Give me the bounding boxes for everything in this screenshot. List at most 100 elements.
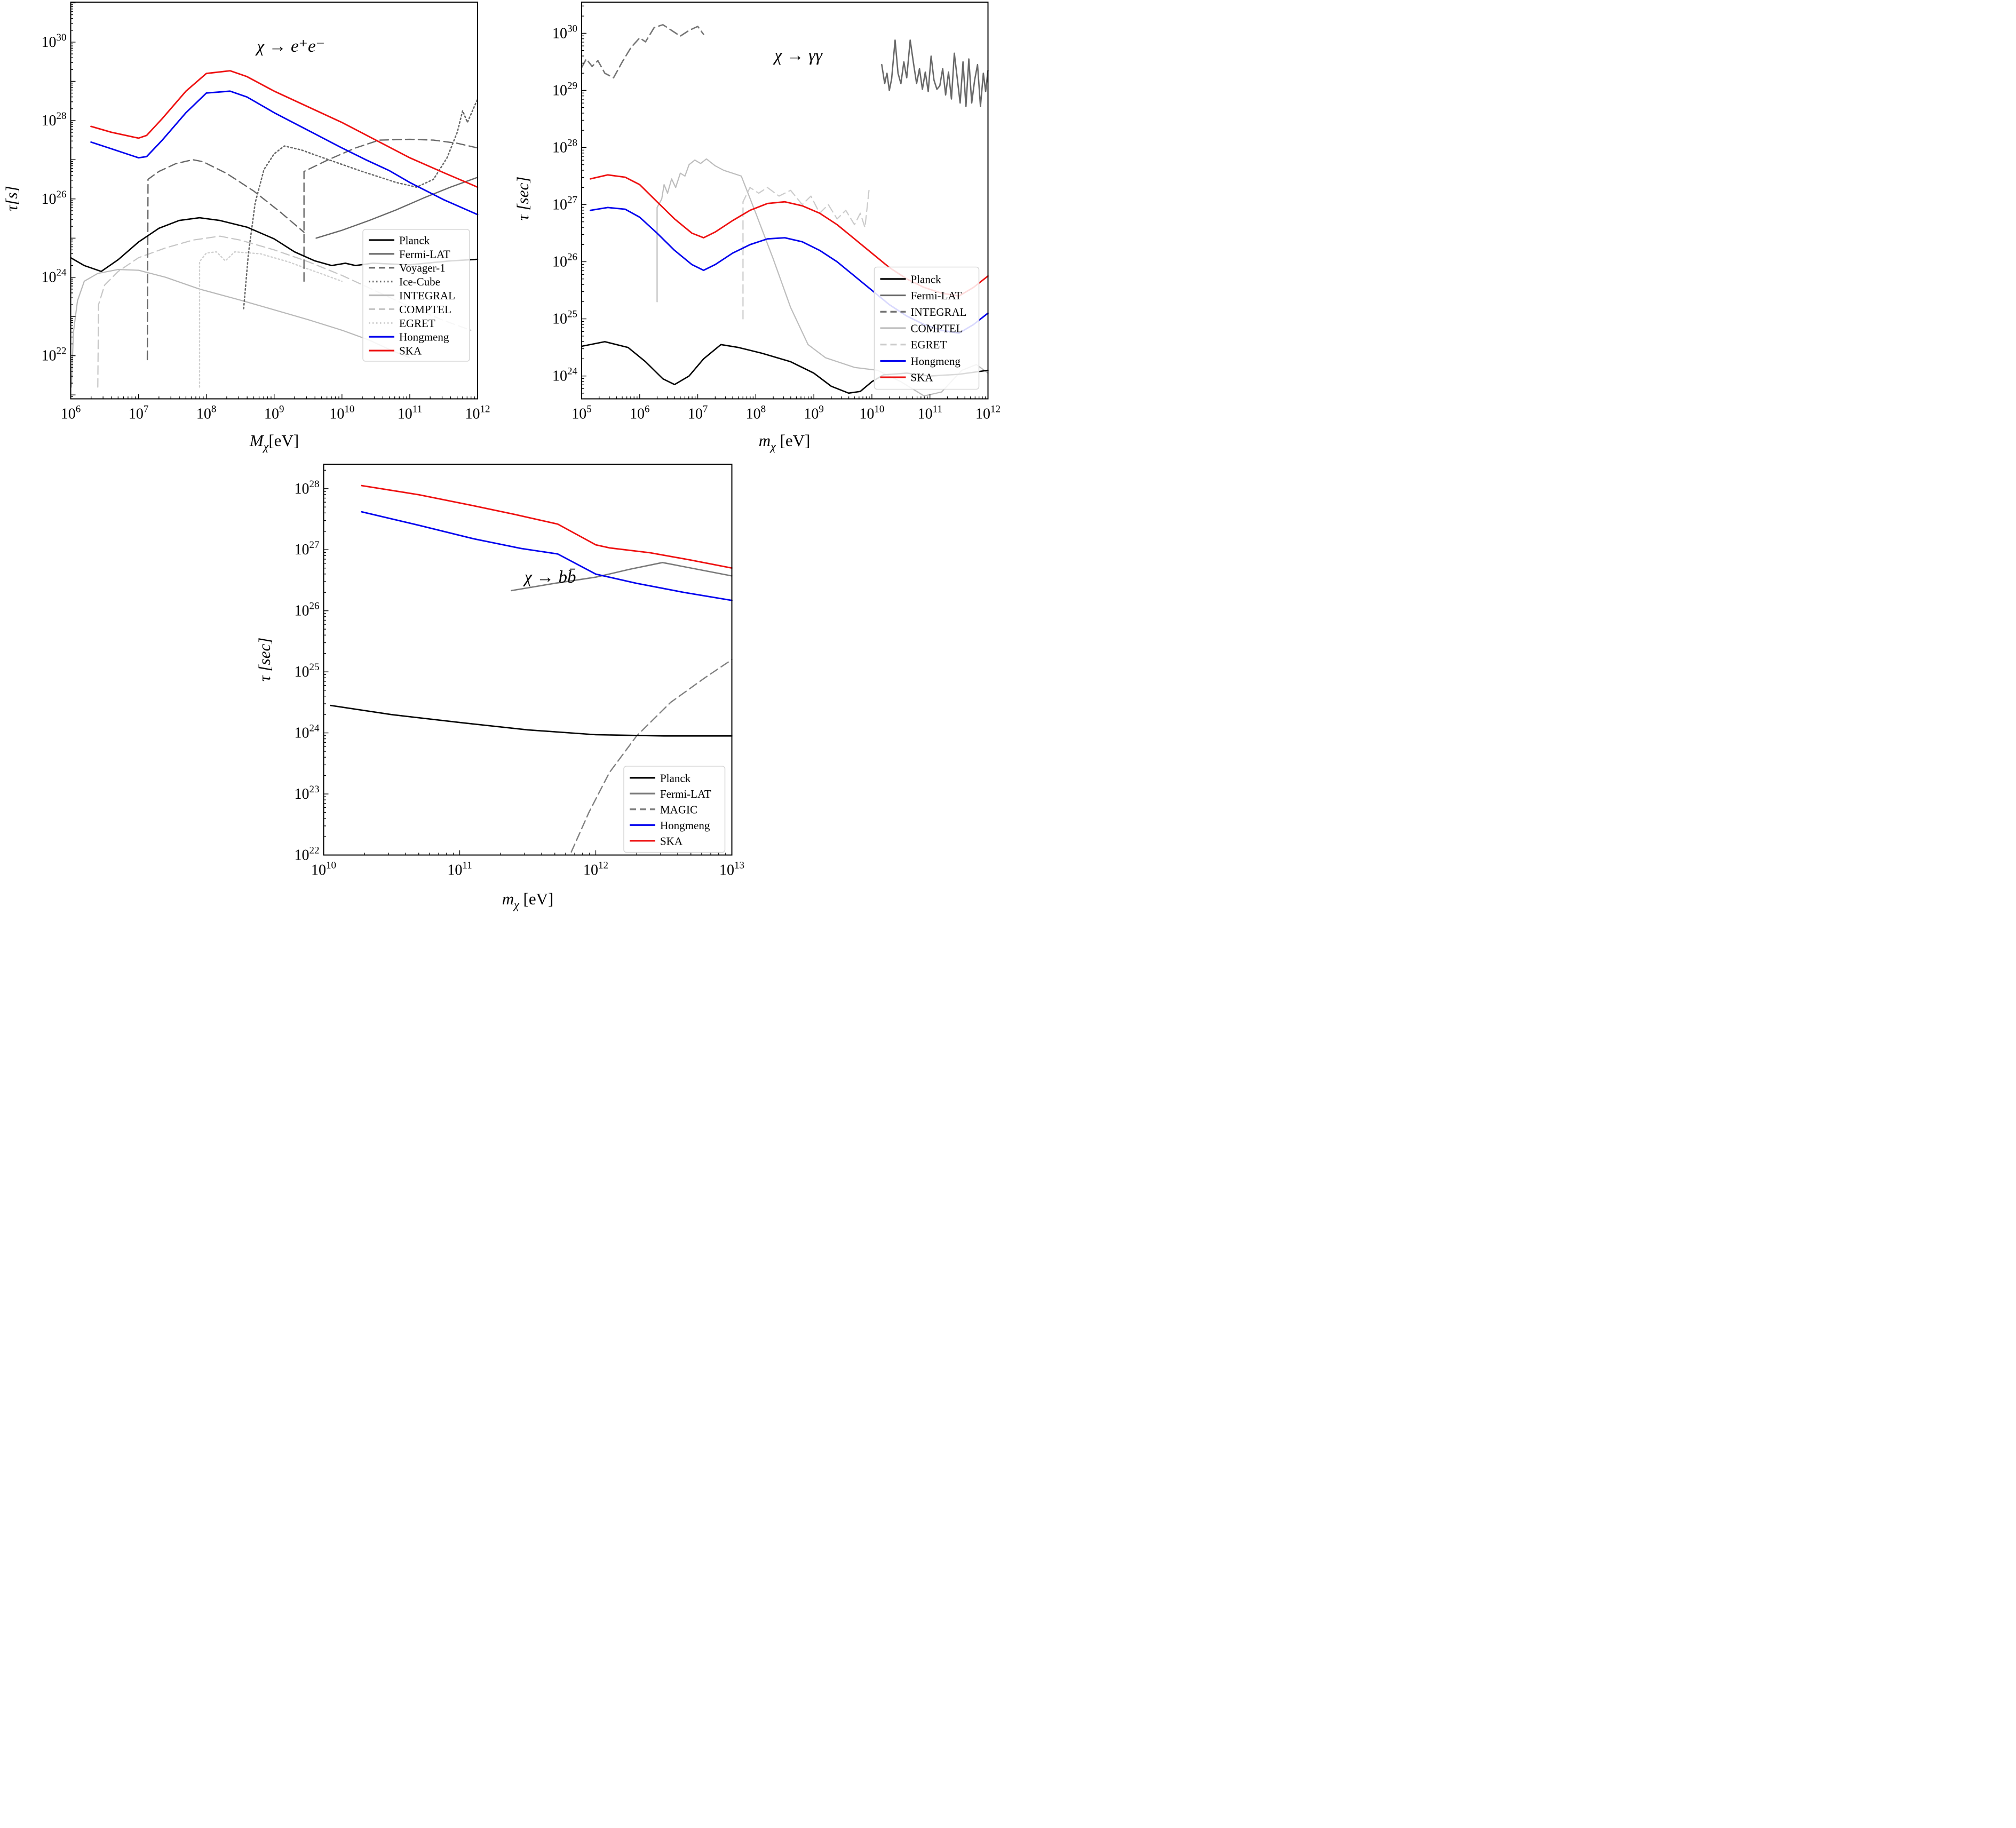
y-tick-exponent: 27 xyxy=(567,195,577,206)
legend-item: EGRET xyxy=(880,338,947,351)
chart-panel-2: 1010 1011 1012 1013102210231024102510261027… xyxy=(255,464,744,911)
y-tick-exponent: 23 xyxy=(309,784,320,795)
y-tick-exponent: 24 xyxy=(567,366,578,377)
x-tick-exponent: 6 xyxy=(645,404,650,415)
y-tick-exponent: 26 xyxy=(567,252,577,263)
legend-item: COMPTEL xyxy=(369,303,451,316)
x-tick-label: 106 xyxy=(630,404,650,423)
x-axis-label-main: M xyxy=(249,431,265,450)
legend-label: SKA xyxy=(911,371,934,384)
y-tick-label: 1024 xyxy=(295,723,320,742)
plot-title: χ → γγ xyxy=(773,46,823,65)
x-tick-label: 1012 xyxy=(583,860,608,879)
y-tick-label: 1026 xyxy=(42,189,67,208)
legend-item: Planck xyxy=(369,234,430,247)
series-egret-line xyxy=(742,187,870,320)
series-hongmeng-line xyxy=(90,90,479,216)
x-tick-exponent: 13 xyxy=(734,860,744,871)
y-tick-exponent: 25 xyxy=(567,309,577,320)
legend-label: Ice-Cube xyxy=(399,275,440,288)
plot-frame xyxy=(323,464,733,856)
y-tick-exponent: 26 xyxy=(57,189,67,200)
legend-label: Planck xyxy=(911,273,942,285)
x-tick-label: 108 xyxy=(196,404,217,423)
y-tick-label: 1028 xyxy=(295,479,320,497)
x-tick-exponent: 10 xyxy=(874,404,884,415)
plot-title: χ → bb̄ xyxy=(522,568,576,587)
y-tick-exponent: 28 xyxy=(309,479,320,490)
legend-item: Ice-Cube xyxy=(369,275,440,288)
y-axis-label: τ [sec] xyxy=(513,177,532,221)
legend: PlanckFermi-LATVoyager-1Ice-CubeINTEGRAL… xyxy=(362,229,470,362)
legend-item: EGRET xyxy=(369,317,435,330)
x-axis-label-main: m xyxy=(502,889,514,908)
x-tick-label: 106 xyxy=(61,404,81,423)
y-tick-exponent: 25 xyxy=(309,662,320,673)
y-tick-label: 1026 xyxy=(295,601,320,619)
legend-item: Hongmeng xyxy=(880,355,961,368)
legend-box xyxy=(874,266,980,390)
y-tick-exponent: 29 xyxy=(567,80,577,91)
x-axis-label-unit: [eV] xyxy=(776,431,811,450)
x-tick-exponent: 11 xyxy=(412,404,422,415)
series-ska-line xyxy=(361,484,733,569)
y-tick-label: 1030 xyxy=(552,23,577,42)
y-tick-label: 1029 xyxy=(552,80,577,99)
legend-label: SKA xyxy=(660,834,683,847)
legend-item: INTEGRAL xyxy=(880,306,967,319)
y-tick-label: 1027 xyxy=(295,539,320,558)
legend-label: EGRET xyxy=(399,317,435,330)
series-voyager-1-line xyxy=(146,159,305,361)
y-axis-label: τ[s] xyxy=(2,186,21,211)
y-tick-label: 1028 xyxy=(552,137,577,156)
x-tick-label: 105 xyxy=(572,404,592,423)
y-tick-label: 1023 xyxy=(295,784,320,802)
x-tick-exponent: 12 xyxy=(598,860,608,871)
x-tick-exponent: 7 xyxy=(703,404,708,415)
x-tick-exponent: 11 xyxy=(933,404,942,415)
y-tick-label: 1024 xyxy=(42,267,67,286)
legend-label: COMPTEL xyxy=(911,322,963,335)
x-tick-exponent: 12 xyxy=(480,404,490,415)
plot-title: χ → e⁺e⁻ xyxy=(255,37,325,56)
legend-item: Planck xyxy=(630,772,691,784)
x-tick-exponent: 10 xyxy=(326,860,336,871)
y-tick-label: 1022 xyxy=(295,845,320,864)
x-axis-label-unit: [eV] xyxy=(268,431,299,450)
legend-label: Hongmeng xyxy=(399,331,449,344)
x-tick-label: 109 xyxy=(804,404,824,423)
y-tick-label: 1026 xyxy=(552,252,577,271)
series-ska-line xyxy=(90,70,479,188)
x-tick-label: 1012 xyxy=(465,404,490,423)
x-tick-exponent: 12 xyxy=(990,404,1001,415)
legend-label: COMPTEL xyxy=(399,303,451,316)
x-tick-label: 1010 xyxy=(329,404,354,423)
y-tick-exponent: 22 xyxy=(57,346,67,357)
series-fermi-lat-line xyxy=(881,39,989,107)
legend-label: INTEGRAL xyxy=(911,306,967,319)
legend-item: Fermi-LAT xyxy=(880,289,962,302)
legend-label: EGRET xyxy=(911,338,947,351)
legend-label: Fermi-LAT xyxy=(660,788,711,800)
y-tick-exponent: 26 xyxy=(309,601,320,612)
x-tick-label: 1013 xyxy=(719,860,744,879)
x-axis-label-sub: χ xyxy=(513,898,520,911)
y-tick-exponent: 30 xyxy=(57,32,67,43)
x-axis-label-unit: [eV] xyxy=(519,889,554,908)
x-tick-label: 107 xyxy=(129,404,149,423)
legend-label: Planck xyxy=(399,234,430,247)
legend-item: SKA xyxy=(630,834,683,847)
plot-frame xyxy=(70,2,478,400)
legend-item: Voyager-1 xyxy=(369,261,446,274)
x-tick-exponent: 5 xyxy=(586,404,592,415)
y-tick-exponent: 24 xyxy=(57,267,67,279)
legend-label: Hongmeng xyxy=(911,355,961,368)
legend-item: Fermi-LAT xyxy=(630,788,711,800)
legend-label: INTEGRAL xyxy=(399,289,455,302)
x-tick-label: 1011 xyxy=(447,860,472,879)
legend-label: Fermi-LAT xyxy=(911,289,962,302)
x-tick-label: 108 xyxy=(746,404,766,423)
plot-frame xyxy=(581,2,989,400)
x-tick-label: 109 xyxy=(264,404,284,423)
y-tick-exponent: 22 xyxy=(309,845,320,856)
